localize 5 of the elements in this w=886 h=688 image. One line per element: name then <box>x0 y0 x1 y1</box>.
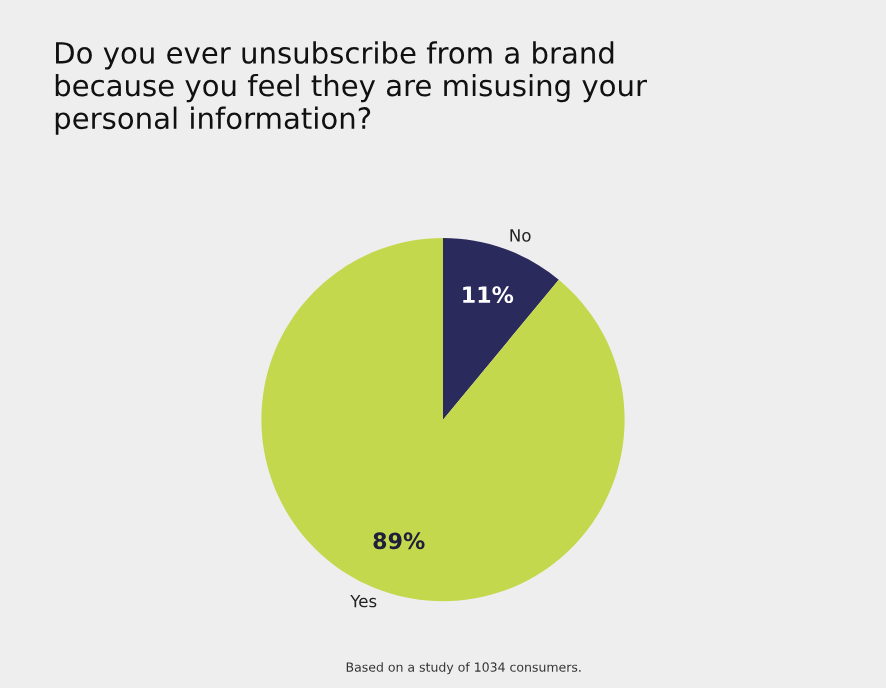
slice-label: Yes <box>350 594 377 608</box>
chart-title: Do you ever unsubscribe from a brand because you feel they are misusing your personal information? <box>55 41 647 135</box>
data-label: 89% <box>373 532 425 550</box>
data-label: 11% <box>463 286 514 304</box>
slice-label: No <box>510 229 531 242</box>
